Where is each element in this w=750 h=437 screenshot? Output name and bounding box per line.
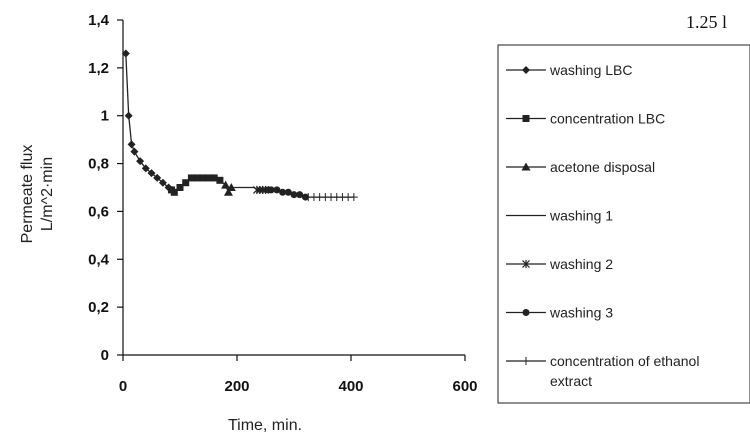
data-point bbox=[210, 174, 218, 182]
data-point bbox=[296, 191, 304, 199]
legend-entry: washing 2 bbox=[506, 256, 613, 272]
y-tick-label: 0,2 bbox=[88, 299, 109, 316]
legend-entry: washing 3 bbox=[506, 305, 613, 321]
series-washing-lbc bbox=[121, 49, 173, 192]
legend-label: extract bbox=[550, 373, 592, 389]
plot-area: 0 0,2 0,4 0,6 0,8 1 1,2 1,4 0 200 400 600 bbox=[88, 12, 477, 395]
data-point bbox=[279, 188, 287, 196]
x-axis-title: Time, min. bbox=[228, 417, 302, 434]
data-point bbox=[273, 186, 281, 194]
legend-marker bbox=[522, 66, 530, 74]
legend-label: washing 2 bbox=[549, 256, 613, 272]
data-point bbox=[124, 111, 133, 120]
y-tick-label: 0,4 bbox=[88, 251, 110, 268]
legend-label: concentration of ethanol bbox=[550, 353, 699, 369]
legend-label: acetone disposal bbox=[550, 159, 655, 175]
data-point bbox=[187, 174, 195, 182]
data-point bbox=[267, 186, 275, 194]
x-tick-label: 600 bbox=[452, 378, 477, 395]
series-concentration-of-ethanol-extract bbox=[304, 193, 358, 202]
corner-text: 1.25 l bbox=[686, 12, 727, 32]
data-point bbox=[193, 174, 201, 182]
data-point bbox=[349, 193, 358, 202]
y-tick-label: 0 bbox=[101, 347, 109, 364]
data-point bbox=[127, 140, 136, 149]
series-washing-3 bbox=[264, 186, 309, 201]
legend-marker bbox=[522, 357, 530, 365]
legend-entry: washing LBC bbox=[506, 62, 633, 78]
x-tick-label: 200 bbox=[224, 378, 249, 395]
legend-marker bbox=[522, 260, 530, 268]
x-tick-label: 400 bbox=[338, 378, 363, 395]
data-point bbox=[226, 183, 236, 191]
data-point bbox=[284, 188, 292, 196]
legend-label: washing 3 bbox=[549, 305, 613, 321]
legend-entry: washing 1 bbox=[506, 208, 613, 224]
data-point bbox=[121, 49, 130, 58]
legend-marker bbox=[522, 115, 530, 122]
series-concentration-lbc bbox=[167, 174, 227, 196]
x-tick-label: 0 bbox=[119, 378, 127, 395]
y-tick-label: 0,8 bbox=[88, 156, 109, 173]
data-point bbox=[216, 176, 224, 184]
data-point bbox=[153, 173, 162, 182]
legend-marker bbox=[521, 162, 531, 171]
data-point bbox=[199, 174, 207, 182]
y-tick-label: 1,2 bbox=[88, 60, 109, 77]
data-point bbox=[141, 164, 150, 173]
data-point bbox=[130, 147, 139, 156]
data-point bbox=[221, 180, 231, 189]
y-axis-title-line-1: Permeate flux bbox=[19, 145, 36, 244]
legend: washing LBC concentration LBC acetone disp… bbox=[497, 44, 750, 404]
series-line bbox=[125, 53, 170, 188]
data-point bbox=[182, 179, 190, 187]
data-point bbox=[136, 157, 145, 166]
legend-label: washing 1 bbox=[549, 208, 613, 224]
series-acetone-disposal bbox=[221, 180, 236, 196]
data-point bbox=[176, 184, 184, 191]
legend-marker bbox=[522, 309, 530, 316]
legend-box bbox=[497, 44, 750, 404]
data-point bbox=[170, 188, 178, 196]
legend-label: concentration LBC bbox=[550, 111, 665, 127]
series-washing-1 bbox=[234, 186, 258, 191]
legend-entry: concentration LBC bbox=[506, 111, 665, 127]
y-tick-label: 1 bbox=[101, 108, 109, 125]
data-point bbox=[290, 191, 298, 199]
y-axis-title-line-2: L/m^2·min bbox=[39, 157, 56, 231]
legend-entry: acetone disposal bbox=[506, 159, 655, 175]
data-point bbox=[147, 169, 156, 178]
y-tick-label: 1,4 bbox=[88, 12, 110, 29]
data-point bbox=[158, 178, 167, 187]
legend-label: washing LBC bbox=[549, 62, 633, 78]
legend-entry: concentration of ethanol extract bbox=[506, 353, 699, 389]
data-point bbox=[223, 187, 233, 196]
y-tick-label: 0,6 bbox=[88, 203, 109, 220]
data-point bbox=[205, 174, 212, 182]
